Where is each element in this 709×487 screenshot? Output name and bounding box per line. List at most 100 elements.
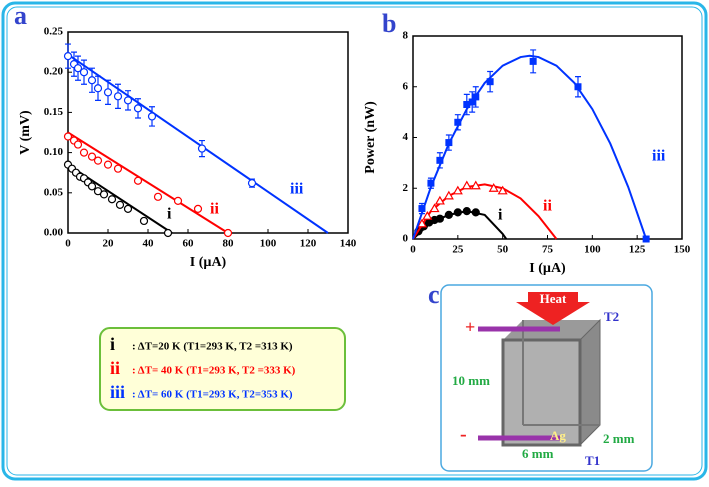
legend: i: ΔT=20 K (T1=293 K, T2 =313 K) ii: ΔT= … — [110, 334, 296, 402]
point — [416, 218, 428, 228]
point — [133, 104, 143, 113]
point — [147, 112, 157, 121]
x-tick-label: 0 — [65, 238, 71, 250]
t2-label: T2 — [604, 309, 619, 324]
x-tick-label: 75 — [542, 244, 554, 256]
y-tick-label: 2 — [403, 182, 409, 194]
point — [113, 92, 123, 101]
point — [427, 179, 435, 187]
minus-label: - — [460, 424, 467, 446]
point — [79, 68, 89, 77]
point — [436, 156, 444, 164]
fit-line — [412, 183, 558, 240]
point — [103, 88, 113, 97]
legend-label: i — [110, 334, 115, 354]
legend-box — [99, 327, 346, 411]
x-tick-label: 80 — [223, 238, 235, 250]
point — [113, 164, 123, 173]
height-label: 10 mm — [452, 373, 490, 388]
point — [529, 57, 537, 65]
panel-label: c — [428, 280, 440, 309]
fit-line — [67, 131, 229, 234]
point — [472, 93, 480, 101]
point — [173, 196, 183, 205]
point — [452, 185, 463, 195]
x-axis-label: I (µA) — [529, 261, 566, 276]
legend-text: : ΔT= 60 K (T1=293 K, T2=353 K) — [132, 389, 293, 401]
x-tick-label: 125 — [629, 244, 646, 256]
y-tick-label: 0.05 — [44, 186, 64, 198]
point — [87, 182, 97, 191]
point — [73, 64, 83, 73]
point — [73, 140, 83, 149]
t1-label: T1 — [585, 453, 600, 468]
point — [463, 101, 471, 109]
y-tick-label: 0 — [403, 233, 409, 245]
plot-frame — [67, 31, 349, 234]
point — [486, 78, 494, 86]
point — [435, 214, 444, 223]
point — [107, 195, 117, 204]
x-tick-label: 100 — [260, 238, 277, 250]
point — [99, 190, 109, 199]
x-tick-label: 20 — [103, 238, 115, 250]
point — [123, 96, 133, 105]
series-label: i — [167, 206, 172, 223]
x-tick-label: 50 — [497, 244, 509, 256]
panel-label: b — [382, 9, 396, 38]
point — [223, 228, 233, 238]
point — [443, 190, 454, 200]
point — [497, 185, 508, 195]
point — [87, 152, 97, 161]
point — [93, 84, 103, 93]
legend-label: ii — [110, 358, 120, 378]
heat-arrow — [516, 292, 590, 325]
series-label: iii — [290, 181, 304, 198]
series-label: ii — [210, 201, 219, 218]
y-tick-label: 4 — [403, 131, 409, 143]
y-tick-label: 0.15 — [44, 106, 64, 118]
point — [163, 228, 173, 238]
x-tick-label: 0 — [410, 244, 416, 256]
point — [434, 195, 445, 205]
legend-label: iii — [110, 382, 125, 402]
point — [87, 76, 97, 85]
x-tick-label: 150 — [674, 244, 691, 256]
point — [461, 180, 472, 190]
point — [429, 203, 440, 213]
point — [453, 208, 462, 217]
point — [444, 210, 453, 219]
block-front — [501, 338, 582, 447]
block-side — [579, 318, 601, 447]
point — [197, 144, 207, 153]
point — [139, 216, 149, 226]
x-axis-label: I (µA) — [190, 255, 227, 270]
x-tick-label: 120 — [300, 238, 317, 250]
y-tick-label: 0.25 — [44, 26, 64, 38]
panel-label: a — [14, 1, 27, 30]
point — [63, 52, 73, 61]
point — [470, 180, 481, 190]
point — [418, 205, 426, 213]
point — [468, 98, 476, 106]
x-tick-label: 140 — [340, 238, 357, 250]
point — [422, 210, 433, 220]
point — [454, 118, 462, 126]
y-tick-label: 6 — [403, 80, 409, 92]
fit-line — [67, 53, 329, 234]
legend-text: : ΔT= 40 K (T1=293 K, T2 =333 K) — [132, 365, 296, 377]
x-tick-label: 60 — [183, 238, 195, 250]
outer-frame-inner — [6, 6, 703, 476]
point — [488, 183, 499, 192]
point — [247, 179, 257, 188]
width-label: 6 mm — [522, 446, 554, 461]
point — [93, 156, 103, 165]
point — [471, 208, 480, 217]
heat-label: Heat — [540, 291, 567, 306]
x-tick-label: 25 — [452, 244, 464, 256]
fit-line — [412, 54, 648, 240]
x-tick-label: 40 — [143, 238, 155, 250]
point — [79, 148, 89, 157]
